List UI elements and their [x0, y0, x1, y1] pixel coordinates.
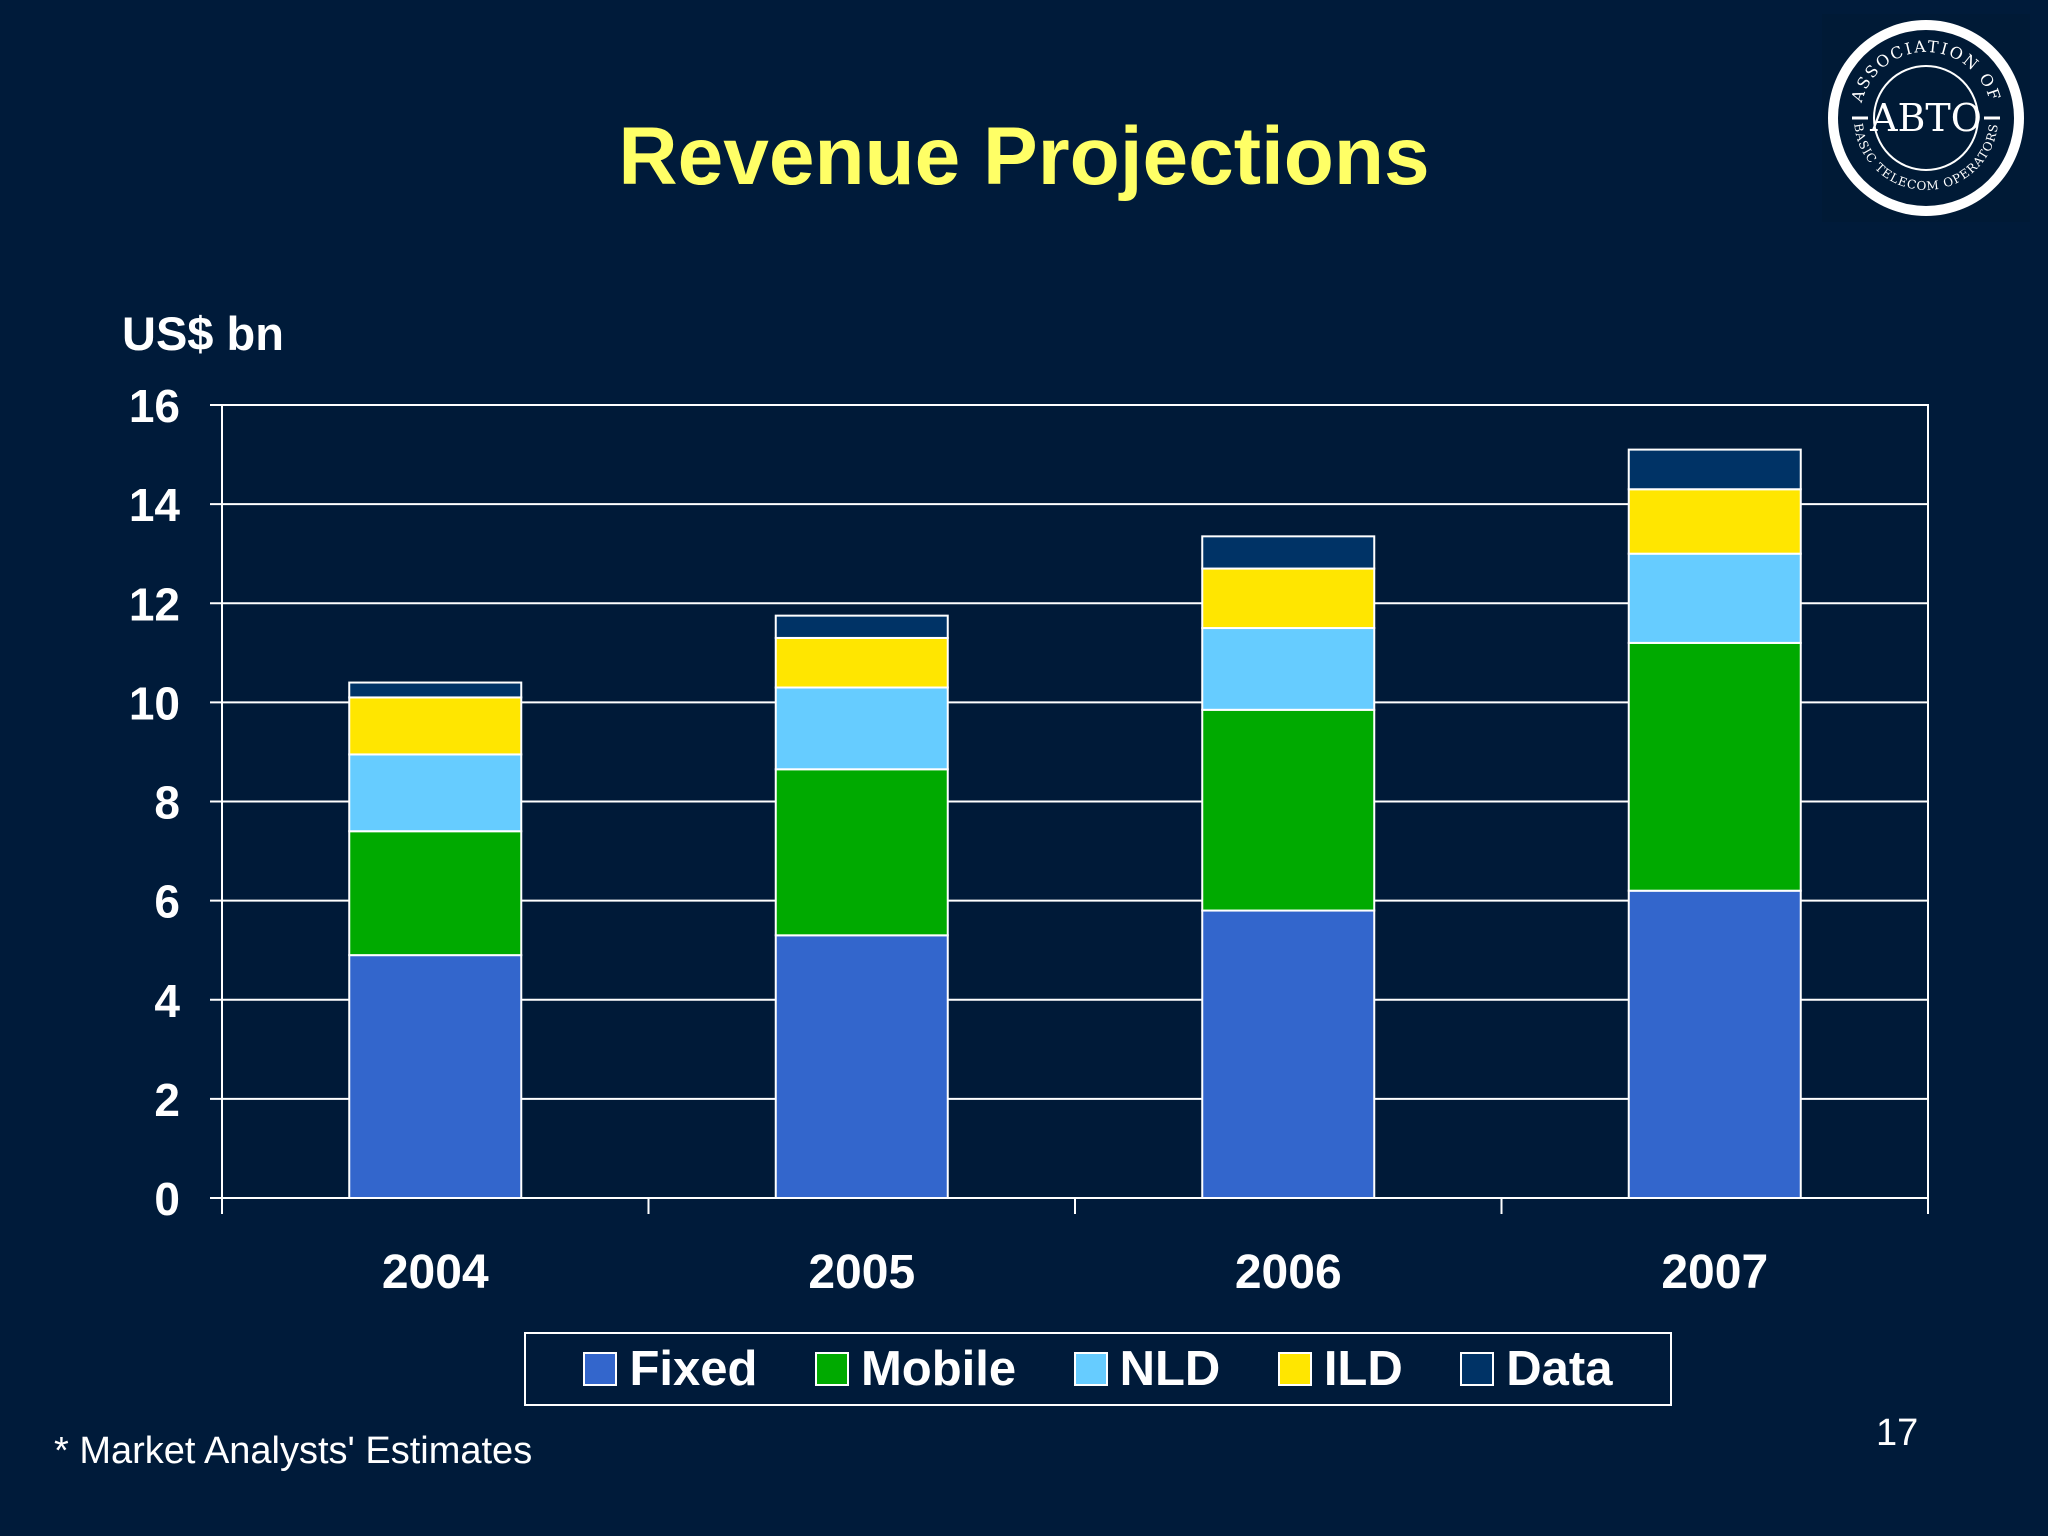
slide-title: Revenue Projections	[618, 111, 1430, 202]
y-tick-label-14: 14	[129, 479, 181, 531]
legend-label-fixed: Fixed	[629, 1342, 758, 1396]
x-tick-label-2004: 2004	[382, 1246, 489, 1299]
y-tick-label-16: 16	[129, 380, 180, 432]
legend-label-ild: ILD	[1323, 1342, 1403, 1396]
bar-ild-2004	[348, 696, 523, 756]
x-tick-label-2005: 2005	[808, 1246, 915, 1299]
chart-legend: Fixed Mobile NLD ILD Data	[524, 1332, 1672, 1406]
y-tick-label-8: 8	[154, 777, 180, 829]
bar-data-2004	[348, 681, 523, 699]
y-tick-label-2: 2	[154, 1074, 180, 1126]
bar-fixed-2007	[1627, 889, 1802, 1200]
page-number: 17	[1876, 1412, 1919, 1454]
x-tick-label-2006: 2006	[1235, 1246, 1342, 1299]
legend-swatch-ild	[1277, 1352, 1312, 1386]
legend-item-nld: NLD	[1073, 1341, 1221, 1397]
logo-center-text: ABTO	[1869, 96, 1982, 140]
y-tick-label-6: 6	[154, 876, 180, 928]
legend-swatch-nld	[1073, 1352, 1108, 1386]
x-tick-label-2007: 2007	[1661, 1246, 1768, 1299]
y-axis-unit-label: US$ bn	[122, 307, 284, 360]
legend-label-data: Data	[1506, 1342, 1613, 1396]
legend-label-mobile: Mobile	[860, 1342, 1017, 1396]
bar-mobile-2005	[774, 768, 949, 937]
bar-fixed-2005	[774, 934, 949, 1199]
bar-mobile-2007	[1627, 641, 1802, 892]
bar-nld-2007	[1627, 552, 1802, 644]
legend-swatch-mobile	[814, 1352, 849, 1386]
y-tick-label-12: 12	[129, 578, 180, 630]
bar-nld-2006	[1201, 627, 1376, 711]
bar-ild-2005	[774, 636, 949, 689]
bar-nld-2005	[774, 686, 949, 771]
legend-swatch-fixed	[583, 1352, 618, 1386]
y-tick-label-4: 4	[154, 975, 180, 1027]
bar-mobile-2006	[1201, 708, 1376, 912]
legend-item-fixed: Fixed	[583, 1341, 757, 1397]
bar-ild-2006	[1201, 567, 1376, 630]
footnote: * Market Analysts' Estimates	[54, 1430, 533, 1472]
legend-item-data: Data	[1460, 1341, 1612, 1397]
bar-ild-2007	[1627, 488, 1802, 555]
bar-nld-2004	[348, 753, 523, 833]
bar-data-2006	[1201, 535, 1376, 570]
legend-swatch-data	[1460, 1352, 1495, 1386]
bar-data-2005	[774, 614, 949, 639]
bar-data-2007	[1627, 448, 1802, 491]
y-tick-label-0: 0	[154, 1173, 180, 1225]
y-tick-label-10: 10	[129, 677, 180, 729]
legend-label-nld: NLD	[1119, 1342, 1221, 1396]
legend-item-ild: ILD	[1277, 1341, 1403, 1397]
bar-mobile-2004	[348, 830, 523, 957]
bar-fixed-2004	[348, 954, 523, 1199]
bar-fixed-2006	[1201, 909, 1376, 1199]
abto-logo: ASSOCIATION OF BASIC TELECOM OPERATORS A…	[1822, 14, 2030, 222]
legend-item-mobile: Mobile	[814, 1341, 1017, 1397]
